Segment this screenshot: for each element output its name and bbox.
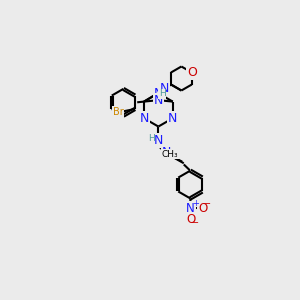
Text: −: − xyxy=(203,199,211,209)
Text: N: N xyxy=(154,94,163,107)
Text: N: N xyxy=(139,112,149,125)
Text: N: N xyxy=(154,134,163,147)
Text: −: − xyxy=(191,218,200,228)
Text: O: O xyxy=(187,66,197,79)
Text: N: N xyxy=(162,146,171,159)
Text: CH₃: CH₃ xyxy=(162,149,178,158)
Text: H: H xyxy=(148,134,155,143)
Text: N: N xyxy=(186,202,195,214)
Text: O: O xyxy=(198,202,207,214)
Text: Br: Br xyxy=(113,107,124,117)
Text: H: H xyxy=(159,89,166,98)
Text: N: N xyxy=(168,112,178,125)
Text: N: N xyxy=(160,82,170,95)
Text: N: N xyxy=(154,87,163,100)
Text: +: + xyxy=(192,200,199,208)
Text: O: O xyxy=(186,213,195,226)
